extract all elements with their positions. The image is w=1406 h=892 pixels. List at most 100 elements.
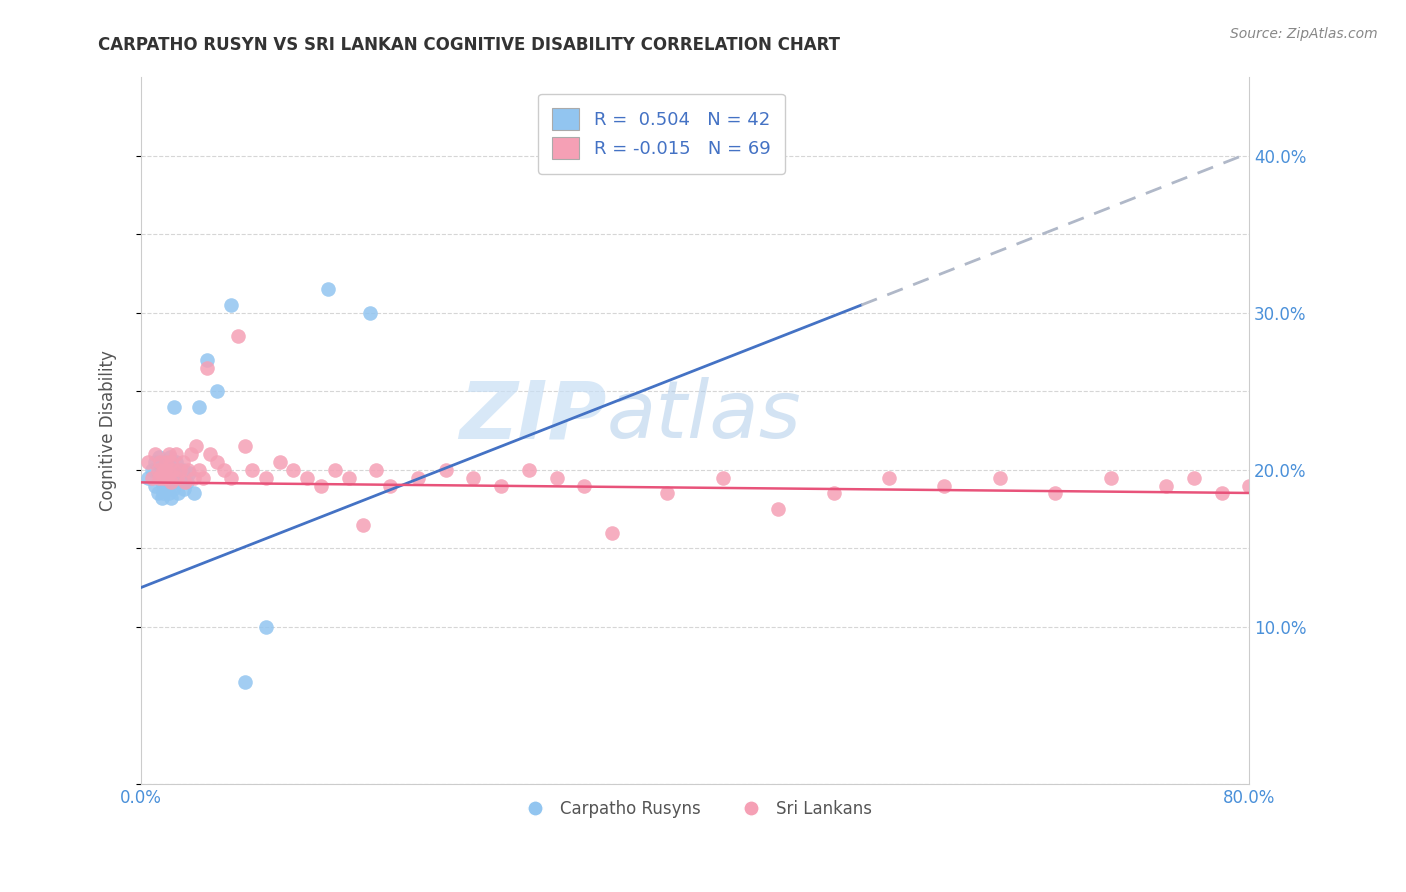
Point [406,471,429,485]
Point [316,282,339,296]
Point [489,478,512,492]
Point [180,447,202,461]
Point [173,482,195,496]
Point [200,447,222,461]
Point [165,455,187,469]
Point [934,478,956,492]
Point [186,439,208,453]
Point [166,466,188,480]
Point [359,306,381,320]
Point [156,471,179,485]
Point [711,471,734,485]
Point [155,455,177,469]
Point [146,486,169,500]
Point [163,400,186,414]
Point [141,471,163,485]
Point [988,471,1011,485]
Point [176,475,198,490]
Point [254,471,277,485]
Point [1211,486,1233,500]
Point [152,486,174,500]
Point [160,475,183,490]
Point [768,502,790,516]
Point [157,486,180,500]
Text: CARPATHO RUSYN VS SRI LANKAN COGNITIVE DISABILITY CORRELATION CHART: CARPATHO RUSYN VS SRI LANKAN COGNITIVE D… [98,36,841,54]
Text: atlas: atlas [606,377,801,456]
Point [165,447,187,461]
Point [148,450,170,465]
Point [212,463,235,477]
Point [219,298,242,312]
Point [177,463,200,477]
Point [152,471,174,485]
Point [337,471,360,485]
Point [380,478,402,492]
Point [155,482,177,496]
Point [150,466,173,480]
Point [188,463,211,477]
Point [269,455,291,469]
Point [197,360,219,375]
Point [183,486,205,500]
Point [160,455,183,469]
Point [150,475,173,490]
Point [574,478,596,492]
Y-axis label: Cognitive Disability: Cognitive Disability [100,351,117,511]
Point [226,329,249,343]
Point [162,463,184,477]
Point [169,471,191,485]
Point [162,482,184,496]
Point [136,471,159,485]
Point [297,471,319,485]
Point [1279,471,1302,485]
Point [546,471,568,485]
Point [136,455,159,469]
Point [877,471,900,485]
Point [657,486,679,500]
Point [1265,482,1288,496]
Point [141,463,163,477]
Point [1239,478,1261,492]
Point [205,455,228,469]
Point [160,471,183,485]
Point [1154,478,1177,492]
Point [1045,486,1067,500]
Point [157,466,180,480]
Point [143,447,166,461]
Legend: Carpatho Rusyns, Sri Lankans: Carpatho Rusyns, Sri Lankans [512,794,879,825]
Point [352,517,374,532]
Point [197,353,219,368]
Point [162,463,184,477]
Point [233,439,256,453]
Point [167,486,190,500]
Point [160,491,183,505]
Point [143,455,166,469]
Point [150,491,173,505]
Point [193,471,215,485]
Point [159,475,181,490]
Point [156,471,179,485]
Point [1251,471,1274,485]
Point [823,486,845,500]
Point [219,471,242,485]
Point [159,450,181,465]
Point [169,463,191,477]
Point [143,478,166,492]
Point [240,463,263,477]
Point [174,475,197,490]
Point [179,466,201,480]
Point [166,471,188,485]
Point [1182,471,1205,485]
Point [146,466,169,480]
Point [149,455,172,469]
Point [155,463,177,477]
Point [148,471,170,485]
Point [283,463,305,477]
Point [157,463,180,477]
Text: Source: ZipAtlas.com: Source: ZipAtlas.com [1230,27,1378,41]
Point [1099,471,1122,485]
Point [172,463,194,477]
Point [366,463,388,477]
Point [463,471,485,485]
Point [172,455,194,469]
